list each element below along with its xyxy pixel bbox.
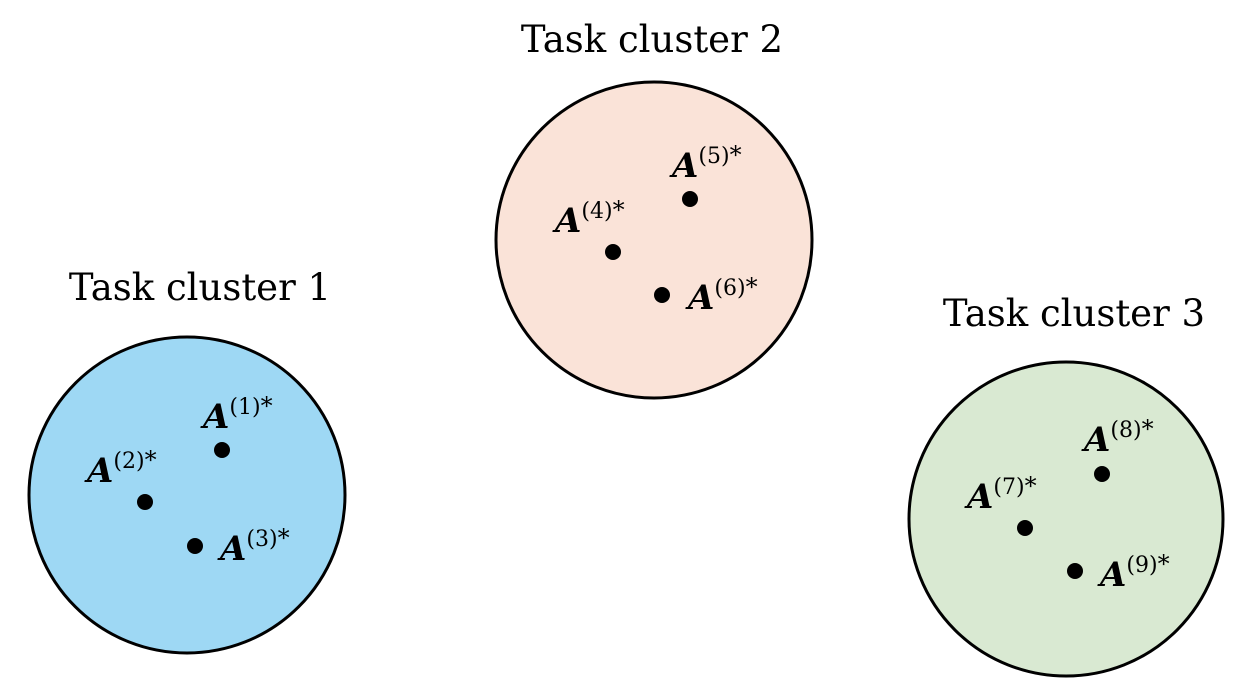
point-a6-dot [654,287,670,303]
point-a1-label: A(1)* [200,392,273,437]
point-a4-label: A(4)* [552,196,625,241]
cluster-1: Task cluster 1 A(1)* A(2)* A(3)* [27,266,347,655]
point-a4-dot [605,244,621,260]
point-a3-label: A(3)* [217,524,290,569]
point-a2-dot [137,494,153,510]
cluster-2: Task cluster 2 A(4)* A(5)* A(6)* [494,18,814,400]
point-a8-dot [1094,466,1110,482]
cluster-2-circle [494,80,814,400]
point-a9-label: A(9)* [1097,550,1170,595]
point-a3-dot [187,538,203,554]
cluster-1-title: Task cluster 1 [69,266,331,309]
cluster-3-circle [907,360,1225,678]
cluster-1-circle [27,335,347,655]
point-a5-dot [682,191,698,207]
point-a8-label: A(8)* [1081,415,1154,460]
point-a6-label: A(6)* [685,273,758,318]
point-a2-label: A(2)* [84,446,157,491]
point-a1-dot [214,442,230,458]
point-a7-label: A(7)* [964,472,1037,517]
cluster-3: Task cluster 3 A(7)* A(8)* A(9)* [907,292,1225,678]
point-a9-dot [1067,563,1083,579]
cluster-2-title: Task cluster 2 [521,18,783,61]
cluster-3-title: Task cluster 3 [943,292,1205,335]
point-a7-dot [1017,520,1033,536]
point-a5-label: A(5)* [669,141,742,186]
